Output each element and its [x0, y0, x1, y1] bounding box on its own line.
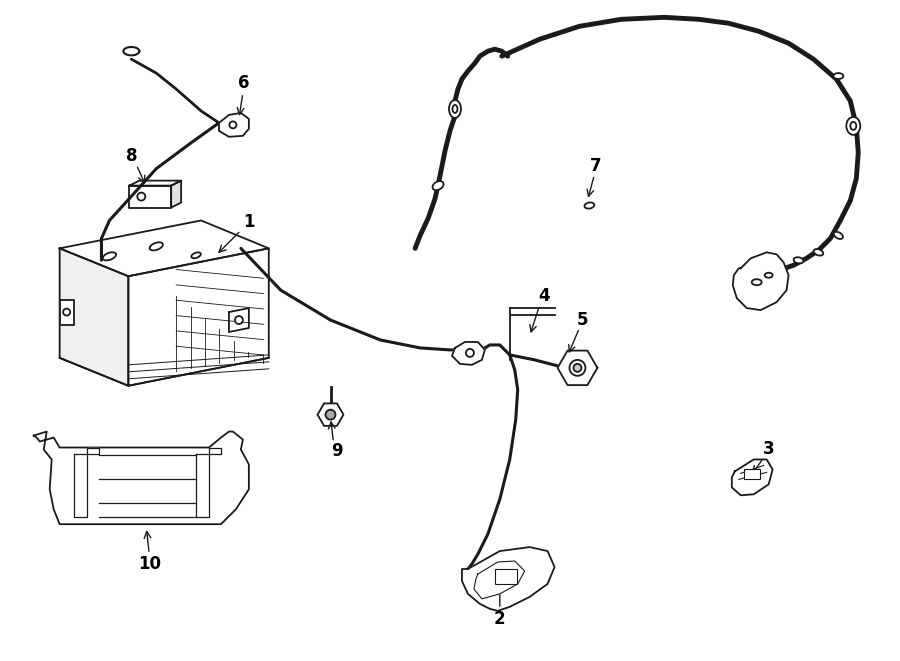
Polygon shape — [59, 221, 269, 276]
Ellipse shape — [814, 249, 824, 256]
Ellipse shape — [752, 279, 761, 285]
Ellipse shape — [192, 253, 201, 258]
Ellipse shape — [573, 364, 581, 372]
Polygon shape — [462, 547, 554, 611]
Ellipse shape — [794, 257, 804, 263]
Ellipse shape — [765, 273, 772, 278]
Ellipse shape — [833, 232, 843, 239]
Text: 2: 2 — [494, 610, 506, 628]
Text: 6: 6 — [238, 74, 249, 92]
Polygon shape — [229, 308, 248, 332]
Polygon shape — [59, 300, 74, 325]
Text: 8: 8 — [126, 147, 137, 165]
Polygon shape — [34, 432, 248, 524]
Ellipse shape — [235, 316, 243, 324]
Polygon shape — [171, 180, 181, 208]
Ellipse shape — [433, 181, 444, 190]
Text: 10: 10 — [138, 555, 161, 573]
Ellipse shape — [103, 253, 116, 260]
Text: 9: 9 — [330, 442, 342, 461]
Polygon shape — [557, 350, 598, 385]
Bar — [495, 569, 517, 584]
Polygon shape — [74, 447, 100, 517]
Text: 3: 3 — [763, 440, 775, 459]
Ellipse shape — [449, 100, 461, 118]
Ellipse shape — [466, 349, 474, 357]
Polygon shape — [196, 447, 221, 517]
Text: 4: 4 — [538, 287, 549, 305]
Polygon shape — [733, 253, 788, 310]
Polygon shape — [59, 249, 129, 386]
Ellipse shape — [584, 202, 594, 209]
Ellipse shape — [230, 122, 237, 128]
Polygon shape — [129, 249, 269, 386]
Bar — [743, 469, 760, 479]
Ellipse shape — [833, 73, 843, 79]
Ellipse shape — [850, 122, 856, 130]
Polygon shape — [130, 186, 171, 208]
Polygon shape — [732, 459, 772, 495]
Circle shape — [326, 410, 336, 420]
Text: 5: 5 — [577, 311, 589, 329]
Ellipse shape — [63, 309, 70, 315]
Ellipse shape — [138, 192, 145, 200]
Ellipse shape — [149, 243, 163, 251]
Polygon shape — [452, 342, 485, 365]
Ellipse shape — [570, 360, 585, 376]
Text: 7: 7 — [590, 157, 601, 175]
Ellipse shape — [453, 105, 457, 113]
Polygon shape — [130, 180, 181, 186]
Polygon shape — [474, 561, 525, 599]
Text: 1: 1 — [243, 214, 255, 231]
Polygon shape — [219, 113, 248, 137]
Ellipse shape — [846, 117, 860, 135]
